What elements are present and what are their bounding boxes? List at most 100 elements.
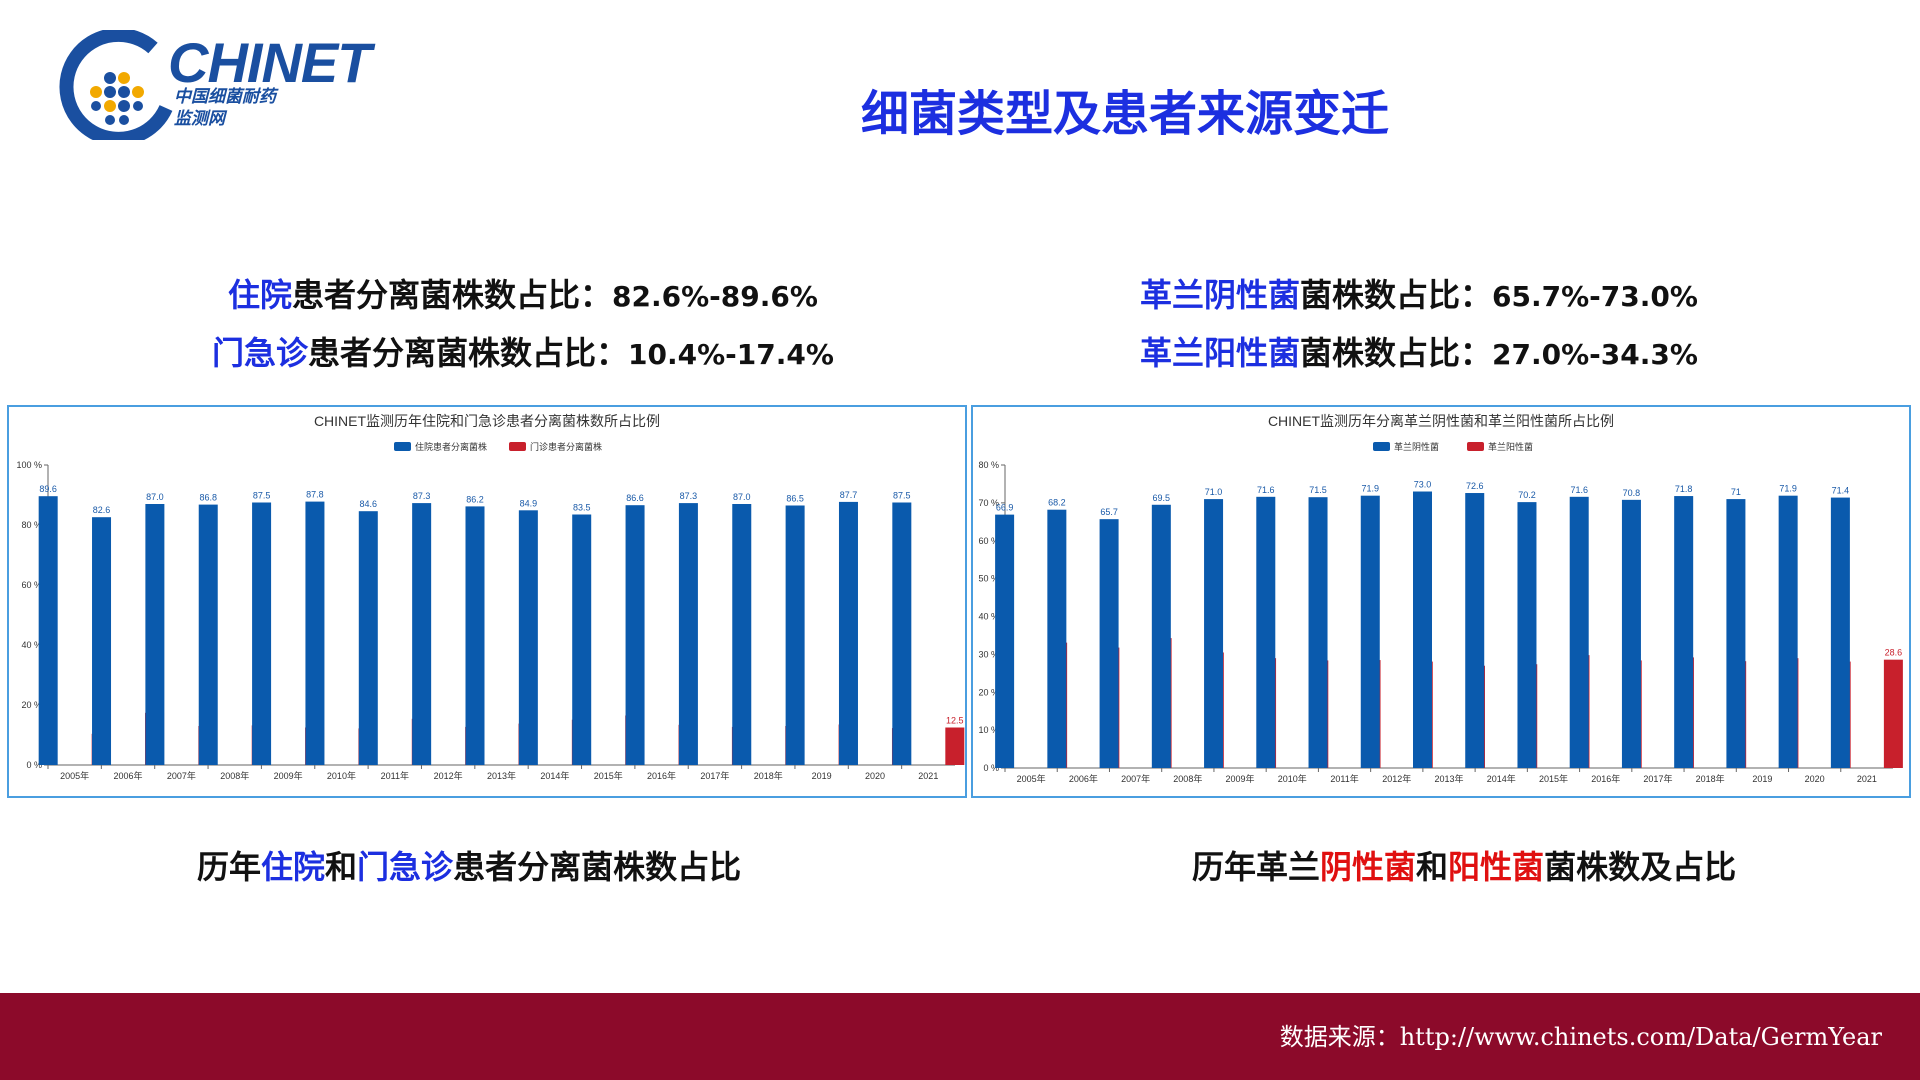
data-label: 66.9 (996, 503, 1014, 513)
caption-left-part3: 患者分离菌株数占比 (453, 848, 742, 886)
logo-line1: 中国细菌耐药 (174, 87, 276, 107)
stat-gram-positive-range: 27.0%-34.3% (1492, 338, 1698, 371)
stat-gram-negative: 革兰阴性菌菌株数占比：65.7%-73.0% (1140, 270, 1698, 316)
legend-swatch-0 (1373, 442, 1390, 451)
caption-right-part3: 菌株数及占比 (1544, 848, 1737, 886)
legend-label-1: 革兰阳性菌 (1488, 441, 1533, 452)
data-label: 70.8 (1623, 488, 1641, 498)
caption-right-positive: 阳性菌 (1448, 848, 1545, 886)
caption-left-part2: 和 (325, 848, 358, 886)
x-tick-label: 2021 (918, 771, 938, 781)
bar-series1 (678, 503, 698, 765)
stat-outpatient: 门急诊患者分离菌株数占比：10.4%-17.4% (212, 328, 834, 374)
bar-series1 (625, 505, 645, 765)
page-title: 细菌类型及患者来源变迁 (860, 86, 1389, 142)
bar-series1 (572, 514, 592, 765)
data-label: 86.6 (626, 493, 644, 503)
caption-right: 历年革兰阴性菌和阳性菌菌株数及占比 (1192, 842, 1736, 888)
data-source-text: 数据来源：http://www.chinets.com/Data/GermYea… (1279, 1023, 1882, 1051)
bar-series1 (1204, 499, 1224, 768)
x-tick-label: 2018年 (1696, 773, 1725, 784)
bar-series1 (1778, 495, 1798, 768)
bar-series1 (1151, 504, 1171, 768)
legend-swatch-1 (1467, 442, 1484, 451)
stat-inpatient-highlight: 住院 (228, 276, 293, 314)
data-label: 84.9 (520, 498, 538, 508)
y-tick-label: 40 % (21, 640, 42, 650)
bar-series1 (412, 503, 432, 765)
x-tick-label: 2005年 (60, 770, 89, 781)
y-tick-label: 100 % (16, 460, 42, 470)
footer-bar: 数据来源：http://www.chinets.com/Data/GermYea… (0, 993, 1920, 1080)
stat-outpatient-label: 患者分离菌株数占比： (308, 334, 629, 372)
y-tick-label: 60 % (978, 536, 999, 546)
x-tick-label: 2010年 (327, 770, 356, 781)
legend-label-0: 住院患者分离菌株 (415, 441, 487, 452)
chinet-logo: CHINET 中国细菌耐药 监测网 (58, 30, 371, 140)
data-label: 87.7 (840, 490, 858, 500)
data-label: 71.9 (1361, 484, 1379, 494)
bar-series1 (465, 506, 485, 765)
data-label: 71.9 (1779, 484, 1797, 494)
bar-series1 (1308, 497, 1328, 768)
x-tick-label: 2012年 (1382, 773, 1411, 784)
data-label: 73.0 (1414, 480, 1432, 490)
data-label: 87.5 (893, 491, 911, 501)
x-tick-label: 2011年 (381, 770, 409, 781)
stat-gram-negative-range: 65.7%-73.0% (1492, 280, 1698, 313)
stat-gram-negative-highlight: 革兰阴性菌 (1140, 276, 1301, 314)
x-tick-label: 2013年 (487, 770, 516, 781)
y-tick-label: 60 % (21, 580, 42, 590)
x-tick-label: 2019 (812, 771, 832, 781)
y-tick-label: 0 % (983, 763, 999, 773)
y-tick-label: 70 % (978, 498, 999, 508)
caption-left: 历年住院和门急诊患者分离菌株数占比 (197, 842, 741, 888)
caption-right-part2: 和 (1416, 848, 1449, 886)
legend-swatch-1 (509, 442, 526, 451)
y-tick-label: 10 % (978, 725, 999, 735)
stat-gram-positive-highlight: 革兰阳性菌 (1140, 334, 1301, 372)
bar-series1 (1569, 496, 1589, 768)
data-label: 86.8 (199, 493, 217, 503)
data-label: 12.5 (946, 716, 964, 726)
x-tick-label: 2011年 (1330, 773, 1358, 784)
x-tick-label: 2007年 (1121, 773, 1150, 784)
x-tick-label: 2006年 (1069, 773, 1098, 784)
data-label: 83.5 (573, 503, 591, 513)
bar-series1 (145, 504, 165, 765)
data-label: 70.2 (1518, 490, 1536, 500)
data-label: 87.0 (733, 492, 751, 502)
stat-gram-positive: 革兰阳性菌菌株数占比：27.0%-34.3% (1140, 328, 1698, 374)
stat-inpatient-label: 患者分离菌株数占比： (292, 276, 613, 314)
bar-series1 (1256, 496, 1276, 768)
logo-brand: CHINET (168, 31, 371, 94)
stat-gram-positive-label: 菌株数占比： (1300, 334, 1493, 372)
data-label: 71.4 (1832, 486, 1850, 496)
y-tick-label: 40 % (978, 612, 999, 622)
caption-right-part1: 历年革兰 (1192, 848, 1321, 886)
stat-inpatient: 住院患者分离菌株数占比：82.6%-89.6% (228, 270, 818, 316)
bar-series1 (995, 514, 1015, 768)
bar-series1 (1099, 519, 1119, 768)
legend-label-1: 门诊患者分离菌株 (530, 441, 602, 452)
x-tick-label: 2020 (1805, 774, 1825, 784)
x-tick-label: 2020 (865, 771, 885, 781)
data-label: 71.6 (1257, 485, 1275, 495)
data-label: 82.6 (93, 505, 111, 515)
logo-line2: 监测网 (174, 109, 225, 129)
bar-series1 (518, 510, 538, 765)
bar-series1 (1360, 495, 1380, 768)
y-tick-label: 20 % (978, 687, 999, 697)
data-label: 87.8 (306, 490, 324, 500)
data-label: 71.5 (1309, 485, 1327, 495)
x-tick-label: 2007年 (167, 770, 196, 781)
x-tick-label: 2008年 (1173, 773, 1202, 784)
data-label: 28.6 (1885, 648, 1903, 658)
data-label: 89.6 (39, 484, 57, 494)
x-tick-label: 2012年 (434, 770, 463, 781)
data-label: 69.5 (1153, 493, 1171, 503)
stat-outpatient-range: 10.4%-17.4% (628, 338, 834, 371)
bar-series1 (1465, 493, 1485, 768)
caption-right-negative: 阴性菌 (1320, 848, 1417, 886)
